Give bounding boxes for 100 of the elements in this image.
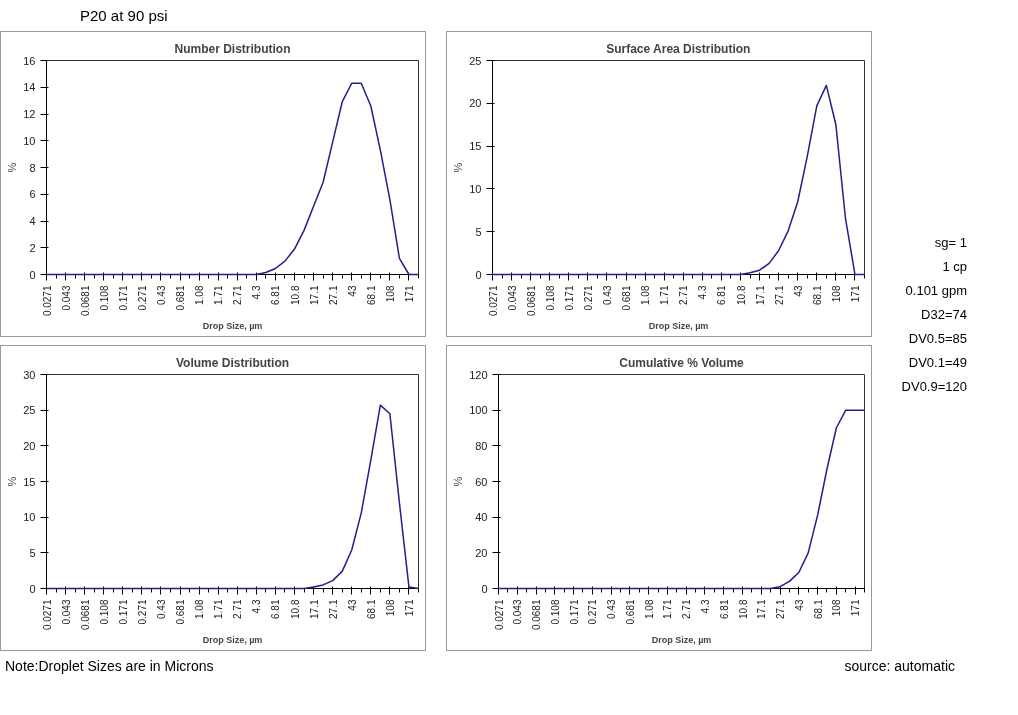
x-tick-label: 4.3 <box>699 599 711 614</box>
y-tick-label: 5 <box>29 547 36 560</box>
x-tick-label: 1.08 <box>640 285 652 306</box>
text: Note:Droplet Sizes are in Microns <box>5 657 214 677</box>
x-tick-label: 10.8 <box>289 599 301 620</box>
x-tick-label: 17.1 <box>754 285 766 306</box>
x-tick-label: 0.43 <box>601 285 613 306</box>
y-tick-label: 2 <box>29 242 36 255</box>
x-tick-label: 171 <box>403 599 415 617</box>
x-tick-label: 0.043 <box>512 599 524 625</box>
y-tick-label: 5 <box>475 226 482 239</box>
text: 0.101 gpm <box>905 283 967 299</box>
x-tick-label: 0.43 <box>155 599 167 620</box>
x-tick-label: 10.8 <box>737 599 749 620</box>
y-tick-label: 25 <box>469 54 482 67</box>
chart-title: Number Distribution <box>174 41 291 56</box>
x-tick-label: 2.71 <box>678 285 690 306</box>
x-tick-label: 6.81 <box>270 285 282 306</box>
x-tick-label: 0.271 <box>136 285 148 311</box>
y-tick-label: 40 <box>475 511 488 524</box>
y-tick-label: 15 <box>23 475 36 488</box>
y-tick-label: 25 <box>23 404 36 417</box>
x-tick-label: 1.71 <box>659 285 671 306</box>
source-note: source: automatic <box>844 657 955 677</box>
y-tick-label: 120 <box>469 368 488 381</box>
y-tick-label: 0 <box>29 582 36 595</box>
x-tick-label: 0.271 <box>587 599 599 625</box>
y-tick-label: 30 <box>23 368 36 381</box>
x-tick-label: 0.271 <box>582 285 594 311</box>
x-tick-label: 108 <box>831 599 843 617</box>
x-axis-title: Drop Size, µm <box>202 321 263 332</box>
x-tick-label: 1.71 <box>213 599 225 620</box>
x-axis-title: Drop Size, µm <box>648 321 709 332</box>
x-tick-label: 108 <box>384 285 396 303</box>
y-axis-title: % <box>452 476 465 487</box>
y-tick-label: 16 <box>23 54 36 67</box>
x-tick-label: 171 <box>850 599 862 617</box>
x-tick-label: 0.0681 <box>79 285 91 317</box>
x-tick-label: 1.71 <box>213 285 225 306</box>
x-tick-label: 43 <box>346 285 358 298</box>
y-tick-label: 60 <box>475 475 488 488</box>
y-tick-label: 20 <box>475 547 488 560</box>
x-tick-label: 10.8 <box>735 285 747 306</box>
x-tick-label: 0.043 <box>60 599 72 625</box>
x-tick-label: 68.1 <box>365 599 377 620</box>
text: sg= 1 <box>934 235 967 251</box>
x-tick-label: 0.681 <box>175 285 187 311</box>
x-tick-label: 0.171 <box>117 599 129 625</box>
y-tick-label: 10 <box>469 183 482 196</box>
y-tick-label: 80 <box>475 440 488 453</box>
y-axis-title: % <box>6 476 19 487</box>
y-tick-label: 10 <box>23 135 36 148</box>
x-tick-label: 0.171 <box>568 599 580 625</box>
x-tick-label: 171 <box>403 285 415 303</box>
x-axis-title: Drop Size, µm <box>651 635 712 646</box>
y-tick-label: 8 <box>29 161 36 174</box>
chart-title: Cumulative % Volume <box>619 355 745 370</box>
x-tick-label: 27.1 <box>773 285 785 306</box>
x-tick-label: 1.08 <box>643 599 655 620</box>
text: DV0.1=49 <box>908 355 967 371</box>
y-tick-label: 100 <box>469 404 488 417</box>
chart-title: Volume Distribution <box>175 355 290 370</box>
x-tick-label: 0.108 <box>549 599 561 625</box>
x-tick-label: 6.81 <box>718 599 730 620</box>
y-tick-label: 20 <box>469 97 482 110</box>
x-tick-label: 1.08 <box>194 599 206 620</box>
x-tick-label: 2.71 <box>232 599 244 620</box>
x-tick-label: 2.71 <box>681 599 693 620</box>
x-tick-label: 0.0271 <box>487 285 499 317</box>
x-tick-label: 0.681 <box>175 599 187 625</box>
x-tick-label: 6.81 <box>716 285 728 306</box>
x-tick-label: 0.43 <box>606 599 618 620</box>
y-tick-label: 4 <box>29 215 36 228</box>
x-tick-label: 68.1 <box>811 285 823 306</box>
y-tick-label: 10 <box>23 511 36 524</box>
x-tick-label: 68.1 <box>812 599 824 620</box>
x-tick-label: 43 <box>792 285 804 298</box>
x-tick-label: 108 <box>384 599 396 617</box>
x-tick-label: 0.0681 <box>525 285 537 317</box>
text: DV0.9=120 <box>901 379 967 395</box>
text: DV0.5=85 <box>908 331 967 347</box>
x-tick-label: 0.108 <box>544 285 556 311</box>
x-tick-label: 68.1 <box>365 285 377 306</box>
y-tick-label: 0 <box>481 582 488 595</box>
x-tick-label: 0.171 <box>117 285 129 311</box>
x-tick-label: 0.0681 <box>531 599 543 631</box>
x-tick-label: 171 <box>849 285 861 303</box>
text: D32=74 <box>921 307 967 323</box>
x-tick-label: 2.71 <box>232 285 244 306</box>
text: P20 at 90 psi <box>80 6 168 26</box>
x-tick-label: 108 <box>830 285 842 303</box>
x-tick-label: 0.043 <box>506 285 518 311</box>
x-tick-label: 4.3 <box>251 285 263 300</box>
x-tick-label: 1.71 <box>662 599 674 620</box>
chart-title: Surface Area Distribution <box>606 41 751 56</box>
x-tick-label: 0.0271 <box>41 285 53 317</box>
x-tick-label: 0.108 <box>98 285 110 311</box>
y-tick-label: 20 <box>23 440 36 453</box>
y-tick-label: 0 <box>475 268 482 281</box>
x-tick-label: 4.3 <box>697 285 709 300</box>
